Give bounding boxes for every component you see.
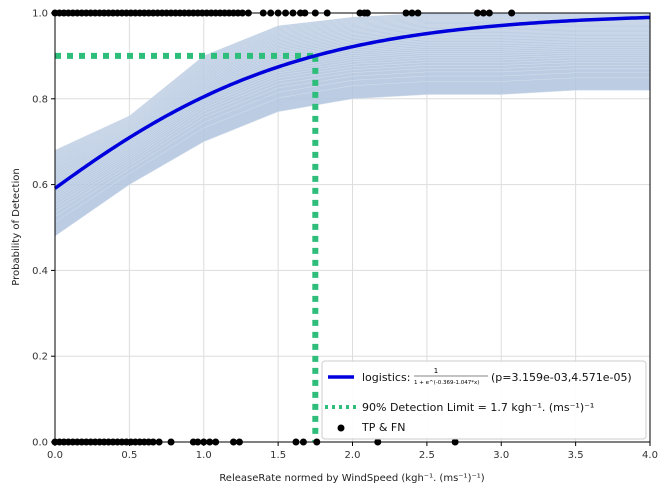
bootstrap-curve bbox=[54, 31, 650, 172]
bootstrap-curve bbox=[54, 25, 650, 165]
legend-points-label: TP & FN bbox=[361, 421, 405, 434]
bootstrap-curve bbox=[54, 33, 650, 174]
bootstrap-curve bbox=[54, 54, 650, 198]
fit-curve bbox=[53, 15, 651, 190]
legend-points-marker bbox=[337, 424, 345, 432]
bootstrap-curve bbox=[54, 89, 650, 237]
bootstrap-curve bbox=[54, 30, 650, 171]
bootstrap-curve bbox=[54, 52, 650, 196]
x-tick-label: 4.0 bbox=[642, 450, 658, 461]
bootstrap-curve bbox=[54, 15, 650, 154]
bootstrap-curve bbox=[54, 18, 650, 158]
bootstrap-curve bbox=[54, 50, 650, 193]
bootstrap-curve bbox=[54, 34, 650, 175]
bootstrap-curve bbox=[54, 57, 650, 200]
legend-fit-denominator: 1 + e^(-0.369-1.047*x) bbox=[414, 380, 479, 386]
x-tick-label: 2.0 bbox=[345, 450, 361, 461]
legend-fit-numerator: 1 bbox=[434, 367, 438, 375]
bootstrap-curve bbox=[54, 47, 650, 189]
bootstrap-curve bbox=[54, 17, 650, 157]
bootstrap-curve bbox=[54, 26, 650, 167]
bootstrap-curve bbox=[54, 48, 650, 191]
bootstrap-curve bbox=[54, 23, 650, 163]
bootstrap-curve bbox=[54, 77, 650, 223]
x-axis-label: ReleaseRate normed by WindSpeed (kgh⁻¹. … bbox=[219, 473, 484, 484]
bootstrap-curves bbox=[54, 12, 650, 237]
axis-ticks: 0.0 0.5 1.0 1.5 2.0 2.5 3.0 3.5 4.0 0.0 0.2 0.4 0.6 0… bbox=[32, 9, 658, 462]
x-tick-label: 3.5 bbox=[568, 450, 584, 461]
y-axis-label: Probability of Detection bbox=[11, 168, 22, 285]
bootstrap-curve bbox=[54, 16, 650, 156]
bootstrap-curve bbox=[54, 59, 650, 203]
bootstrap-curve bbox=[54, 43, 650, 185]
bootstrap-curve bbox=[54, 13, 650, 152]
bootstrap-curve bbox=[54, 37, 650, 179]
x-tick-label: 1.5 bbox=[270, 450, 286, 461]
bootstrap-curve bbox=[54, 62, 650, 206]
legend-fit-label: logistics: bbox=[362, 371, 410, 384]
bootstrap-curve bbox=[54, 45, 650, 187]
x-tick-label: 0.0 bbox=[47, 450, 63, 461]
x-tick-label: 3.0 bbox=[493, 450, 509, 461]
bootstrap-curve bbox=[54, 72, 650, 217]
x-tick-label: 2.5 bbox=[419, 450, 435, 461]
y-tick-label: 0.8 bbox=[32, 94, 48, 105]
y-tick-label: 1.0 bbox=[32, 9, 48, 20]
x-tick-label: 0.5 bbox=[121, 450, 137, 461]
x-tick-label: 1.0 bbox=[196, 450, 212, 461]
bootstrap-curve bbox=[54, 68, 650, 213]
y-tick-label: 0.0 bbox=[32, 438, 48, 449]
legend-fit-params: (p=3.159e-03,4.571e-05) bbox=[491, 371, 632, 384]
bootstrap-curve bbox=[54, 24, 650, 164]
bootstrap-curve bbox=[54, 36, 650, 177]
bootstrap-curve bbox=[54, 28, 650, 168]
legend-limit-label: 90% Detection Limit = 1.7 kgh⁻¹. (ms⁻¹)⁻… bbox=[362, 401, 594, 414]
bootstrap-curve bbox=[54, 65, 650, 209]
legend: logistics: 1 1 + e^(-0.369-1.047*x) (p=3… bbox=[321, 360, 647, 440]
y-tick-label: 0.6 bbox=[32, 180, 48, 191]
y-tick-label: 0.2 bbox=[32, 352, 48, 363]
detection-limit bbox=[55, 52, 319, 442]
y-tick-label: 0.4 bbox=[32, 266, 48, 277]
bootstrap-curve bbox=[54, 14, 650, 153]
bootstrap-curve bbox=[54, 29, 650, 169]
